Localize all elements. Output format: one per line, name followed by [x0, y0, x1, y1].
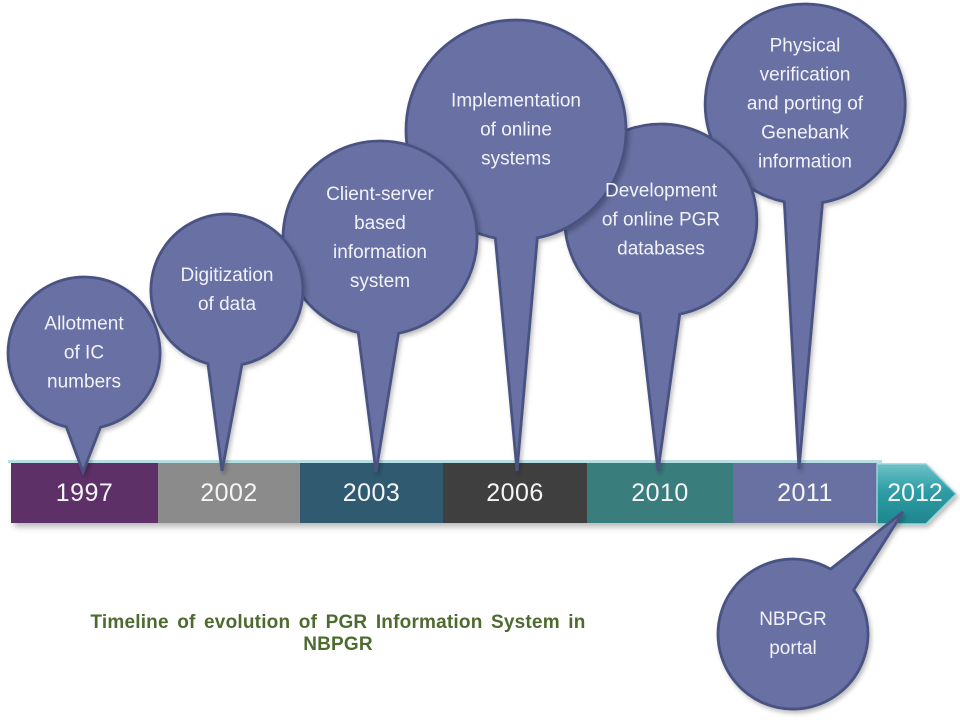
timeline-segment-2011: 2011: [733, 463, 877, 523]
year-label-1997: 1997: [55, 478, 114, 507]
year-label-2002: 2002: [200, 478, 258, 507]
timeline-bar-highlight: [8, 460, 882, 463]
timeline-arrow-2012: [876, 463, 958, 525]
callout-balloon-1997: [6, 275, 162, 476]
year-label-2006: 2006: [486, 478, 544, 507]
timeline-segment-2006: 2006: [443, 463, 587, 523]
timeline-segment-1997: 1997: [11, 463, 158, 523]
callout-balloon-2010: [563, 122, 759, 472]
callout-balloon-2012: [716, 510, 905, 711]
timeline-segment-2003: 2003: [300, 463, 443, 523]
year-label-2010: 2010: [631, 478, 689, 507]
timeline-segment-2002: 2002: [158, 463, 300, 523]
timeline-segment-2010: 2010: [587, 463, 733, 523]
callout-balloon-2003: [281, 139, 479, 473]
year-label-2011: 2011: [777, 478, 833, 507]
callout-balloon-2002: [149, 212, 305, 472]
year-label-2003: 2003: [342, 478, 401, 507]
